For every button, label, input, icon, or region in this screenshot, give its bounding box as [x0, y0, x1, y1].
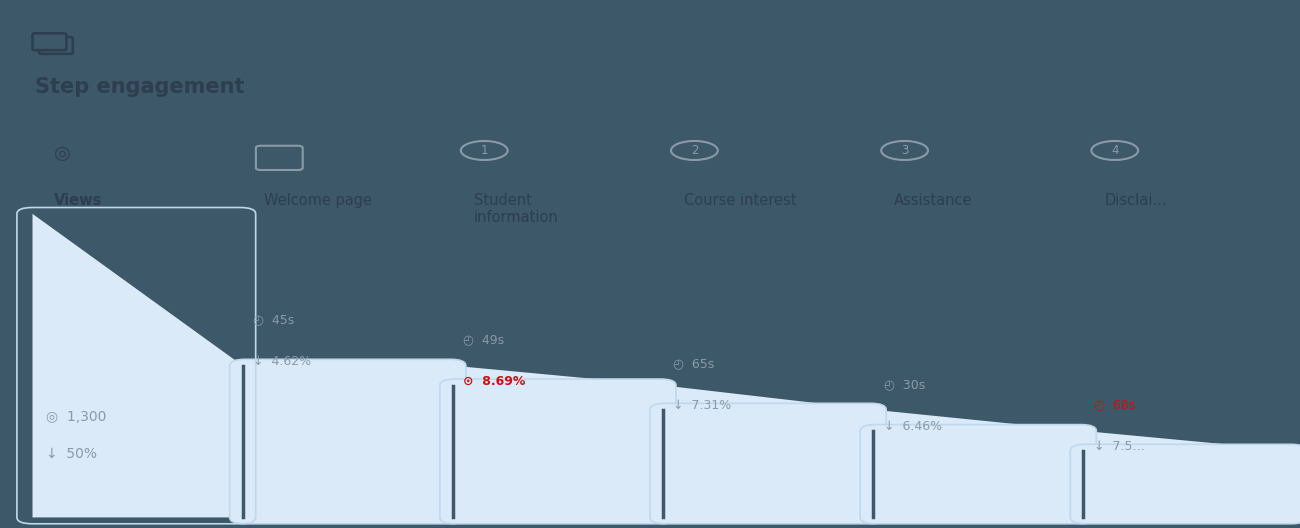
FancyBboxPatch shape	[1070, 445, 1300, 524]
Text: ⊙  8.69%: ⊙ 8.69%	[463, 375, 525, 388]
Text: 4: 4	[1112, 144, 1118, 157]
Text: Disclai…: Disclai…	[1104, 193, 1167, 208]
Text: 1: 1	[481, 144, 488, 157]
Text: ↓  7.31%: ↓ 7.31%	[673, 399, 732, 412]
Text: Assistance: Assistance	[894, 193, 972, 208]
FancyBboxPatch shape	[439, 379, 676, 524]
Text: ◴  45s: ◴ 45s	[254, 313, 294, 326]
Text: Views: Views	[53, 193, 101, 208]
FancyBboxPatch shape	[650, 403, 887, 524]
Text: ↓  6.46%: ↓ 6.46%	[884, 420, 941, 433]
Text: 2: 2	[690, 144, 698, 157]
Text: ◎  1,300: ◎ 1,300	[46, 410, 105, 424]
Text: 3: 3	[901, 144, 909, 157]
Text: Welcome page: Welcome page	[264, 193, 372, 208]
Text: ◴  65s: ◴ 65s	[673, 357, 715, 370]
FancyBboxPatch shape	[861, 425, 1096, 524]
Text: Course interest: Course interest	[684, 193, 797, 208]
Text: Student
information: Student information	[473, 193, 559, 225]
Text: ◎: ◎	[53, 144, 70, 163]
Text: ↓  50%: ↓ 50%	[46, 447, 96, 461]
Text: Step engagement: Step engagement	[35, 77, 244, 97]
FancyBboxPatch shape	[39, 37, 73, 54]
FancyBboxPatch shape	[32, 33, 66, 50]
FancyBboxPatch shape	[230, 359, 465, 524]
Text: ◴  30s: ◴ 30s	[884, 379, 924, 391]
Polygon shape	[26, 214, 1294, 517]
Text: ◴  49s: ◴ 49s	[463, 333, 504, 346]
Text: ↓  4.62%: ↓ 4.62%	[254, 355, 311, 368]
Text: ↓  7.5…: ↓ 7.5…	[1093, 440, 1145, 453]
Text: ◴  68s: ◴ 68s	[1093, 398, 1135, 411]
